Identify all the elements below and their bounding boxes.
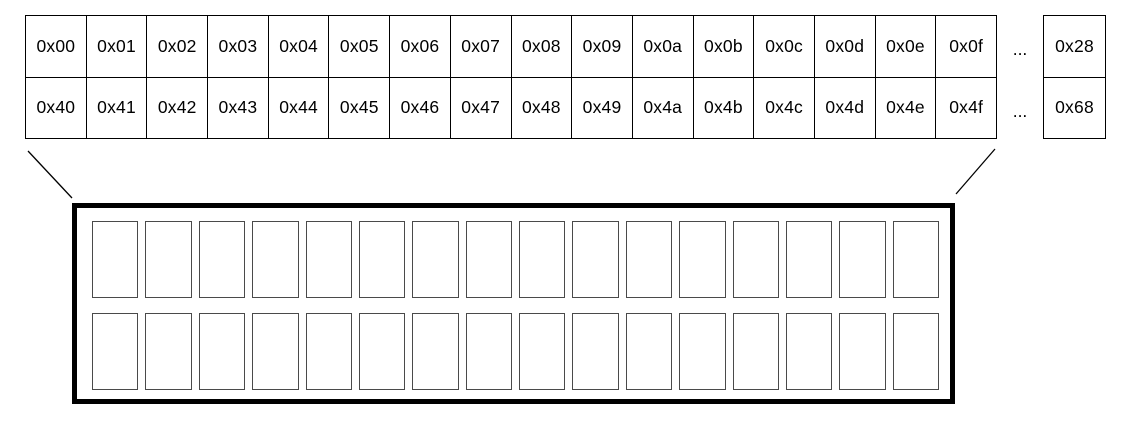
detail-slot — [465, 221, 512, 298]
detail-slot — [572, 313, 619, 390]
detail-slot — [358, 221, 406, 298]
address-cell: 0x46 — [389, 77, 450, 138]
detail-slot — [465, 313, 512, 390]
detail-slot — [572, 221, 619, 298]
address-cell: 0x0c — [753, 16, 814, 77]
detail-slot — [679, 313, 726, 390]
detail-slot — [305, 313, 352, 390]
address-cell: 0x08 — [510, 16, 572, 77]
detail-slot — [252, 313, 299, 390]
ellipsis-row1: ... — [1012, 38, 1028, 59]
address-cell: 0x68 — [1055, 97, 1094, 118]
detail-slot — [785, 313, 833, 390]
address-cell: 0x40 — [36, 97, 76, 118]
address-cell: 0x4f — [935, 77, 996, 138]
detail-slot — [785, 221, 833, 298]
address-cell: 0x04 — [267, 16, 329, 77]
address-cell: 0x09 — [571, 16, 632, 77]
detail-slot — [892, 313, 939, 390]
address-cell: 0x43 — [207, 77, 268, 138]
address-cell: 0x44 — [267, 77, 329, 138]
detail-slot — [412, 221, 459, 298]
address-row: 0x40 0x41 0x42 0x43 0x44 0x45 0x46 0x47 0x48 0x49… — [26, 76, 996, 138]
address-row: 0x00 0x01 0x02 0x03 0x04 0x05 0x06 0x07 0x08 0x09… — [26, 16, 996, 77]
address-cell: 0x4a — [631, 77, 693, 138]
detail-slot — [839, 313, 886, 390]
detail-slot — [679, 221, 726, 298]
address-cell: 0x4c — [753, 77, 814, 138]
detail-slot — [145, 313, 192, 390]
address-cell: 0x02 — [146, 16, 207, 77]
address-cell: 0x05 — [328, 16, 389, 77]
address-table-main: 0x00 0x01 0x02 0x03 0x04 0x05 0x06 0x07 0x08 0x09… — [25, 15, 997, 139]
detail-slot — [625, 221, 673, 298]
address-cell: 0x4b — [692, 77, 754, 138]
detail-slot — [732, 221, 779, 298]
address-cell: 0x47 — [449, 77, 511, 138]
address-cell: 0x0e — [874, 16, 936, 77]
address-row: 0x28 — [1044, 16, 1105, 77]
detail-slot — [358, 313, 406, 390]
address-cell: 0x06 — [389, 16, 450, 77]
detail-slot — [305, 221, 352, 298]
detail-slot — [412, 313, 459, 390]
address-cell: 0x42 — [146, 77, 207, 138]
address-cell: 0x0f — [935, 16, 996, 77]
left-callout-line — [27, 150, 73, 199]
address-cell: 0x45 — [328, 77, 389, 138]
detail-slot — [92, 221, 139, 298]
detail-box — [72, 203, 955, 404]
address-cell: 0x07 — [449, 16, 511, 77]
address-row: 0x68 — [1044, 76, 1105, 139]
address-cell: 0x0a — [631, 16, 693, 77]
address-cell: 0x01 — [85, 16, 147, 77]
right-callout-line — [955, 148, 996, 195]
detail-slot — [519, 313, 566, 390]
address-cell: 0x41 — [85, 77, 147, 138]
address-cell: 0x49 — [571, 77, 632, 138]
detail-slot — [92, 313, 139, 390]
address-cell: 0x0d — [813, 16, 875, 77]
detail-slot — [732, 313, 779, 390]
address-cell: 0x4d — [813, 77, 875, 138]
address-cell: 0x03 — [207, 16, 268, 77]
address-cell: 0x00 — [36, 35, 76, 56]
address-cell: 0x28 — [1055, 35, 1094, 56]
address-cell: 0x4e — [874, 77, 936, 138]
address-table-tail: 0x28 0x68 — [1043, 15, 1106, 139]
detail-slot — [252, 221, 299, 298]
detail-slot — [198, 221, 246, 298]
address-cell: 0x0b — [692, 16, 754, 77]
ellipsis-row2: ... — [1012, 100, 1028, 121]
detail-slot — [519, 221, 566, 298]
ellipsis-column: ... ... — [997, 15, 1043, 139]
address-cell: 0x48 — [510, 77, 572, 138]
detail-slot — [198, 313, 246, 390]
detail-slot — [625, 313, 673, 390]
detail-slot — [839, 221, 886, 298]
detail-slot — [892, 221, 939, 298]
detail-slot — [145, 221, 192, 298]
